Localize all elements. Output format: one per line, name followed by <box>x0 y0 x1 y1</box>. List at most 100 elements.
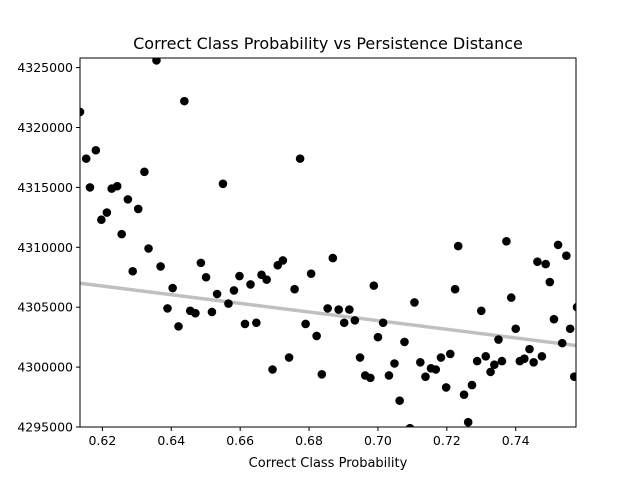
data-point <box>459 390 469 399</box>
data-point <box>91 145 101 155</box>
data-point <box>416 358 425 367</box>
data-point <box>328 253 338 263</box>
data-point <box>323 304 332 313</box>
y-tick-label: 4315000 <box>17 180 73 195</box>
data-point <box>355 353 365 362</box>
data-point <box>262 275 271 284</box>
data-point <box>180 96 189 106</box>
data-point <box>572 303 576 312</box>
data-point <box>133 204 143 214</box>
data-point <box>431 365 441 374</box>
data-point <box>472 356 482 366</box>
data-point <box>81 154 91 163</box>
data-point <box>334 305 343 314</box>
data-point <box>268 365 277 374</box>
data-point <box>284 353 294 362</box>
data-point <box>497 356 507 366</box>
data-point <box>537 352 547 361</box>
trend-line <box>80 281 576 348</box>
data-point <box>441 383 451 392</box>
data-point <box>490 360 499 370</box>
data-point <box>295 154 305 163</box>
data-point <box>345 305 354 314</box>
data-point <box>339 318 349 328</box>
data-point <box>506 293 516 302</box>
data-point <box>494 335 503 344</box>
data-point <box>174 322 183 331</box>
data-point <box>301 319 310 329</box>
data-point <box>511 324 521 334</box>
data-point <box>390 359 399 368</box>
y-tick-label: 4305000 <box>17 300 73 315</box>
x-tick-label: 0.70 <box>364 433 392 448</box>
data-point <box>569 372 576 381</box>
data-point <box>562 251 571 260</box>
data-point <box>123 195 133 204</box>
data-point <box>395 396 404 405</box>
data-point <box>207 307 217 317</box>
data-point <box>229 286 239 295</box>
y-tick-label: 4320000 <box>17 120 73 135</box>
data-point <box>196 258 206 268</box>
data-point <box>369 281 379 290</box>
data-point <box>128 266 137 276</box>
data-point <box>102 208 112 217</box>
data-point <box>486 367 495 377</box>
data-point <box>163 304 172 313</box>
x-axis: 0.62 0.64 0.66 0.68 0.70 0.72 0.74 <box>88 427 530 448</box>
data-point <box>350 316 360 325</box>
plot-frame <box>79 57 577 428</box>
data-point <box>410 298 419 307</box>
data-point <box>168 283 177 293</box>
data-point <box>481 352 491 361</box>
x-tick-label: 0.72 <box>433 433 461 448</box>
data-point <box>541 259 550 269</box>
data-point <box>529 358 538 367</box>
data-point <box>312 331 321 341</box>
data-point <box>235 271 244 281</box>
data-point <box>378 318 388 328</box>
data-point <box>533 257 542 266</box>
data-point <box>502 237 511 246</box>
data-point <box>421 372 430 381</box>
data-point <box>549 314 559 324</box>
data-point <box>366 373 375 383</box>
data-point <box>445 349 455 359</box>
data-point <box>224 299 233 308</box>
data-point <box>80 107 85 117</box>
data-point <box>557 338 567 348</box>
x-tick-label: 0.68 <box>295 433 323 448</box>
x-tick-label: 0.62 <box>88 433 116 448</box>
data-point <box>436 353 446 362</box>
data-point <box>212 289 222 299</box>
data-point <box>290 284 299 294</box>
data-point <box>240 319 250 329</box>
data-point <box>156 262 165 271</box>
data-point <box>112 181 122 191</box>
data-point <box>246 280 255 289</box>
data-point <box>117 229 126 239</box>
data-point <box>278 256 288 265</box>
data-point <box>525 344 534 354</box>
x-tick-label: 0.74 <box>502 433 530 448</box>
y-tick-label: 4325000 <box>17 60 73 75</box>
data-point <box>565 324 575 334</box>
data-point <box>85 183 95 192</box>
data-point <box>520 354 529 364</box>
data-point <box>373 332 383 342</box>
x-tick-label: 0.66 <box>226 433 254 448</box>
data-point <box>191 308 200 318</box>
data-point <box>218 179 228 189</box>
data-point <box>384 371 394 380</box>
data-point <box>450 284 460 294</box>
data-point <box>201 272 211 282</box>
data-point <box>453 241 463 251</box>
x-tick-label: 0.64 <box>157 433 185 448</box>
data-point <box>152 58 161 65</box>
data-point <box>400 337 409 347</box>
data-point <box>405 423 415 427</box>
data-point <box>317 369 327 379</box>
y-tick-label: 4300000 <box>17 360 73 375</box>
data-point <box>467 380 477 390</box>
